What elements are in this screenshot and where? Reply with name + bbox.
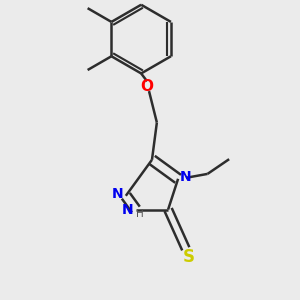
Text: H: H [136, 209, 144, 219]
Text: O: O [141, 79, 154, 94]
Text: S: S [183, 248, 195, 266]
Text: N: N [180, 170, 192, 184]
Text: N: N [112, 187, 124, 201]
Text: N: N [122, 202, 134, 217]
